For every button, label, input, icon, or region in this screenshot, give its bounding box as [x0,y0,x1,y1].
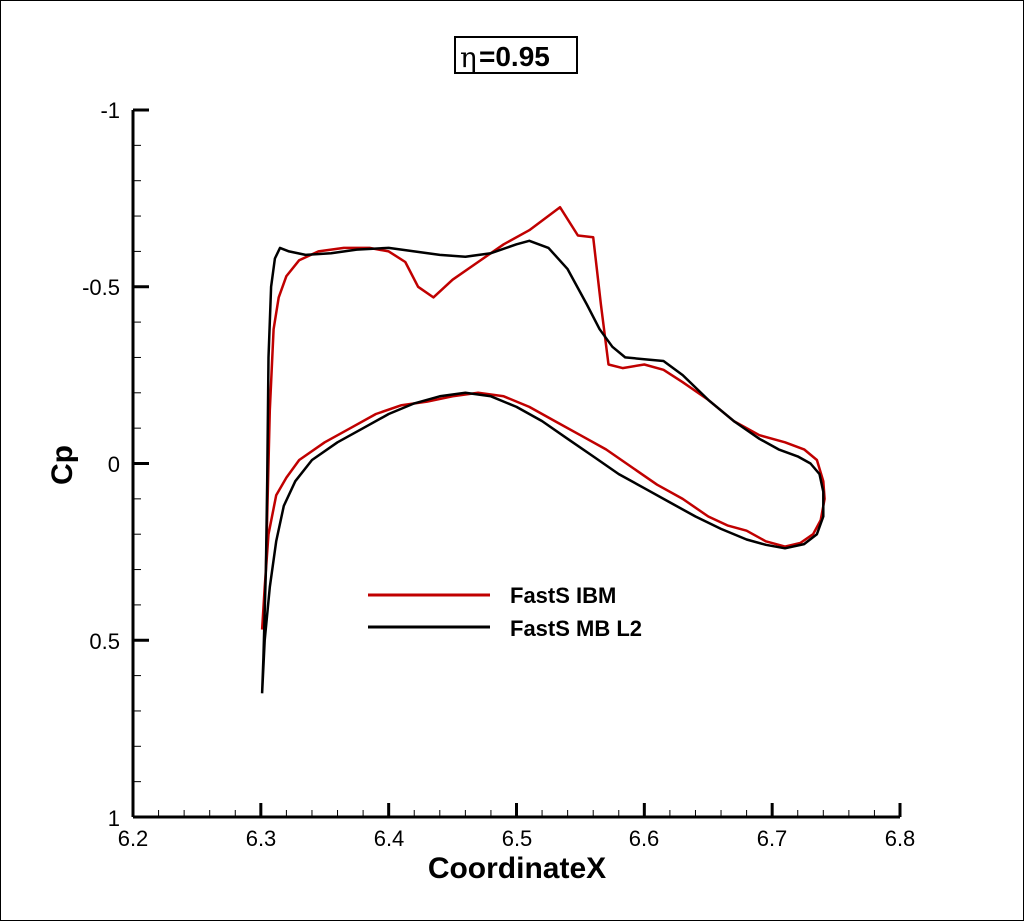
y-tick-label: -0.5 [82,275,120,300]
x-axis-title: CoordinateX [428,852,606,885]
y-tick-label: 0.5 [89,629,120,654]
chart-title: η =0.95 [454,36,578,74]
y-tick-label: 0 [108,452,120,477]
legend: FastS IBM FastS MB L2 [368,583,642,641]
series-layer [260,205,826,694]
title-symbol: η [460,41,477,74]
x-tick-label: 6.3 [246,826,277,851]
plot-area [131,108,902,819]
x-tick-label: 6.7 [757,826,788,851]
x-tick-label: 6.6 [629,826,660,851]
x-tick-label: 6.5 [502,826,533,851]
title-value: =0.95 [479,41,550,72]
y-tick-label: 1 [108,806,120,831]
y-axis-title: Cp [46,445,79,485]
x-tick-label: 6.4 [374,826,405,851]
y-tick-labels: -1 -0.5 0 0.5 1 [82,98,120,831]
x-tick-labels: 6.2 6.3 6.4 6.5 6.6 6.7 6.8 [118,826,916,851]
y-tick-label: -1 [100,98,120,123]
x-tick-label: 6.8 [885,826,916,851]
series-line-fasts-mb-l2 [260,239,825,694]
title-box [454,36,578,74]
x-tick-label: 6.2 [118,826,149,851]
legend-label-fasts-ibm: FastS IBM [510,583,616,608]
axis-ticks [131,108,902,819]
series-line-fasts-ibm [260,205,826,630]
legend-label-fasts-mb-l2: FastS MB L2 [510,616,642,641]
